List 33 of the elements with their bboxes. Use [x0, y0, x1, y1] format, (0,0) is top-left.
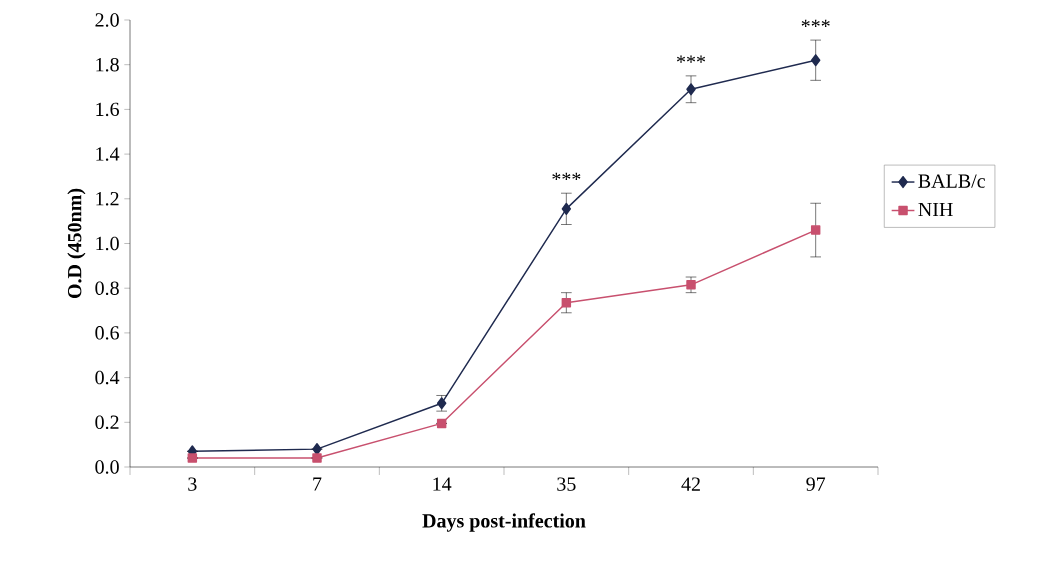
y-tick-label: 0.4 [95, 370, 120, 385]
y-axis-title: O.D (450nm) [67, 188, 86, 299]
point [686, 280, 696, 290]
x-axis-title: Days post-infection [422, 513, 586, 532]
y-tick-label: 1.2 [96, 192, 119, 206]
x-tick-label: 14 [433, 477, 452, 491]
point [436, 418, 447, 429]
y-tick-label: 1.4 [96, 147, 120, 161]
x-tick-label: 97 [806, 477, 826, 491]
y-tick-label: 0.6 [95, 326, 120, 340]
point [187, 453, 198, 463]
legend-label: BALB/c [918, 174, 985, 188]
point [810, 54, 821, 67]
annotation: *** [552, 172, 581, 181]
y-tick-label: 1.8 [96, 57, 119, 72]
y-tick-label: 0.2 [95, 415, 119, 430]
x-tick-label: 35 [557, 477, 576, 491]
annotation: *** [676, 55, 706, 63]
point [810, 225, 821, 235]
point [686, 83, 696, 96]
x-tick-label: 42 [681, 477, 700, 491]
point [561, 297, 572, 308]
legend-label: NIH [918, 202, 953, 217]
point [561, 202, 572, 215]
annotation: *** [801, 19, 830, 27]
y-tick-label: 0.0 [95, 460, 119, 474]
x-tick-label: 3 [188, 477, 197, 491]
x-tick-label: 7 [313, 477, 322, 491]
point [312, 453, 322, 463]
y-tick-label: 0.8 [95, 281, 119, 295]
y-tick-label: 2.0 [95, 13, 119, 27]
y-tick-label: 1.6 [96, 102, 120, 117]
y-tick-label: 1.0 [96, 236, 119, 251]
